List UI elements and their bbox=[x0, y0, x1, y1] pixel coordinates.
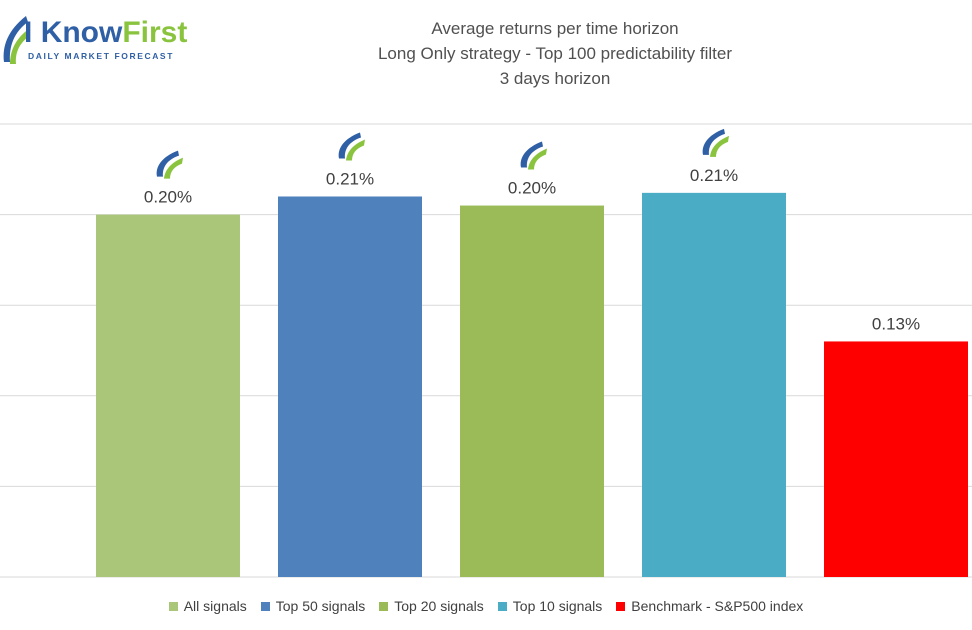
mini-logo-icon-2 bbox=[520, 141, 547, 170]
legend-label: Top 20 signals bbox=[394, 598, 484, 614]
mini-logo-icon-1 bbox=[338, 132, 365, 161]
chart-title-block: Average returns per time horizon Long On… bbox=[300, 16, 810, 91]
legend-label: All signals bbox=[183, 598, 247, 614]
legend-swatch bbox=[168, 602, 178, 611]
bar-0 bbox=[96, 214, 240, 577]
mini-logo-icon-3 bbox=[702, 128, 729, 157]
data-label-3: 0.21% bbox=[690, 166, 738, 185]
data-label-2: 0.20% bbox=[508, 179, 556, 198]
legend-item-1: Top 50 signals bbox=[260, 598, 366, 614]
data-label-0: 0.20% bbox=[144, 188, 192, 207]
bars bbox=[96, 192, 968, 578]
legend-swatch bbox=[616, 602, 626, 611]
bar-1 bbox=[278, 196, 422, 578]
logo-wordmark: I KnowFirst bbox=[24, 16, 188, 49]
legend-item-3: Top 10 signals bbox=[497, 598, 603, 614]
legend-label: Benchmark - S&P500 index bbox=[631, 598, 804, 614]
legend-swatch bbox=[379, 602, 389, 611]
bar-logo-icons bbox=[156, 128, 729, 179]
legend-label: Top 50 signals bbox=[275, 598, 366, 614]
bar-4 bbox=[824, 341, 968, 577]
mini-logo-icon-0 bbox=[156, 150, 183, 179]
chart-title: Average returns per time horizon bbox=[431, 19, 679, 38]
logo-swoosh-icon bbox=[3, 16, 30, 64]
legend: All signals Top 50 signals Top 20 signals T… bbox=[0, 598, 972, 614]
legend-swatch bbox=[497, 602, 507, 611]
data-label-4: 0.13% bbox=[872, 314, 920, 333]
bar-2 bbox=[460, 205, 604, 578]
bar-3 bbox=[642, 192, 786, 577]
logo-tagline: DAILY MARKET FORECAST bbox=[28, 51, 174, 61]
brand-logo: I KnowFirst DAILY MARKET FORECAST bbox=[0, 2, 200, 72]
legend-swatch bbox=[260, 602, 270, 611]
legend-item-4: Benchmark - S&P500 index bbox=[616, 598, 803, 614]
chart-subtitle: Long Only strategy - Top 100 predictabil… bbox=[377, 44, 733, 63]
legend-item-2: Top 20 signals bbox=[379, 598, 484, 614]
chart-subtitle-horizon: 3 days horizon bbox=[499, 69, 611, 88]
legend-item-0: All signals bbox=[168, 598, 247, 614]
data-label-1: 0.21% bbox=[326, 169, 374, 188]
legend-label: Top 10 signals bbox=[512, 598, 603, 614]
data-labels: 0.20% 0.21% 0.20% 0.21% 0.13% bbox=[144, 166, 920, 334]
